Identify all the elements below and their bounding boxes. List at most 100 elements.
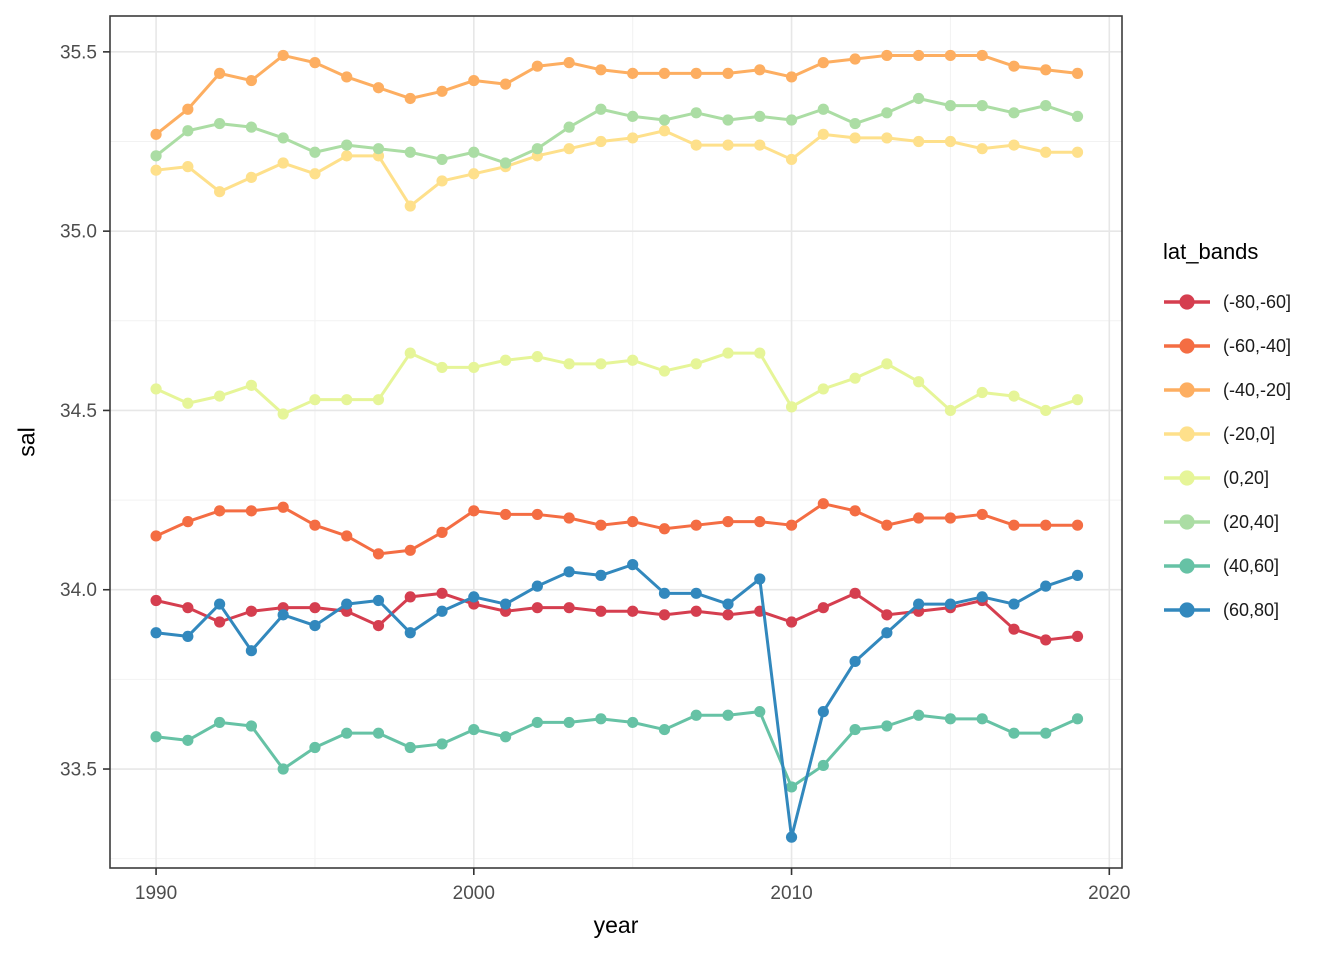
series-(-40,-20] — [150, 49, 1084, 140]
data-point — [499, 157, 512, 169]
data-point — [627, 354, 639, 366]
data-point — [436, 85, 448, 97]
data-point — [658, 523, 671, 535]
data-point — [563, 512, 575, 524]
data-point — [1040, 404, 1052, 417]
data-point — [690, 709, 702, 721]
data-point — [309, 394, 321, 406]
data-point — [1040, 580, 1052, 592]
data-point — [499, 78, 512, 90]
legend-item: (20,40] — [1163, 500, 1291, 544]
data-point — [881, 107, 893, 119]
x-tick-label: 2010 — [770, 883, 812, 904]
data-point — [182, 516, 194, 528]
data-point — [150, 530, 162, 542]
data-point — [1071, 67, 1084, 79]
data-point — [150, 164, 162, 176]
data-point — [372, 727, 385, 739]
data-point — [849, 53, 861, 65]
data-point — [913, 376, 925, 388]
data-point — [785, 153, 798, 166]
data-point — [372, 394, 385, 406]
data-point — [214, 390, 226, 402]
data-point — [245, 505, 257, 517]
y-tick-label: 34.5 — [60, 401, 97, 422]
data-point — [881, 358, 893, 370]
x-axis-title: year — [593, 912, 639, 938]
data-point — [690, 67, 702, 79]
data-point — [913, 92, 925, 105]
y-tick-label: 35.5 — [60, 42, 97, 63]
data-point — [595, 569, 607, 581]
data-point — [182, 602, 194, 614]
data-point — [531, 716, 543, 729]
data-point — [277, 609, 289, 621]
data-point — [754, 706, 766, 718]
data-point — [499, 731, 512, 743]
axis-ticks: 1990 2000 2010 2020 33.5 34.0 34.5 35.0 35.5 — [60, 42, 1130, 904]
data-point — [1071, 110, 1084, 123]
data-point — [277, 763, 289, 775]
legend-item-label: (0,20] — [1223, 467, 1270, 488]
data-point — [436, 526, 448, 538]
legend-key-icon — [1164, 382, 1210, 398]
data-point — [1008, 598, 1020, 610]
data-point — [722, 709, 734, 721]
data-point — [404, 92, 416, 105]
series-(20,40] — [150, 92, 1084, 169]
data-point — [245, 171, 257, 183]
data-point — [627, 559, 639, 571]
data-point — [341, 71, 353, 83]
data-point — [404, 591, 416, 603]
data-point — [214, 117, 226, 130]
data-point — [849, 132, 861, 144]
data-point — [785, 781, 798, 793]
data-point — [976, 386, 988, 399]
data-point — [309, 602, 321, 614]
data-point — [277, 501, 289, 513]
data-point — [722, 598, 734, 610]
data-point — [436, 361, 448, 374]
legend-item: (-60,-40] — [1163, 324, 1291, 368]
data-point — [849, 505, 861, 517]
data-point — [944, 713, 957, 725]
data-point — [214, 67, 226, 79]
legend-item-label: (-60,-40] — [1223, 335, 1292, 356]
series-line — [154, 591, 1080, 642]
legend-item: (-40,-20] — [1163, 368, 1291, 412]
data-point — [627, 67, 639, 79]
data-point — [785, 401, 798, 413]
series-(40,60] — [150, 706, 1084, 793]
data-point — [1071, 519, 1084, 531]
data-point — [658, 125, 671, 137]
legend-item-label: (40,60] — [1223, 555, 1280, 576]
data-point — [309, 146, 321, 158]
data-point — [722, 516, 734, 528]
data-point — [849, 372, 861, 384]
data-point — [722, 347, 734, 359]
data-point — [913, 709, 925, 721]
data-point — [1040, 146, 1052, 158]
data-point — [658, 67, 671, 79]
legend-title: lat_bands — [1163, 239, 1259, 264]
data-point — [881, 627, 893, 639]
data-point — [595, 605, 607, 617]
data-point — [182, 630, 194, 642]
series-(-60,-40] — [150, 498, 1084, 560]
data-point — [658, 114, 671, 126]
legend-items: (-80,-60] (-60,-40] (-40,-20] (-20,0] (0,20]… — [1163, 280, 1291, 632]
data-point — [1008, 623, 1020, 635]
data-point — [563, 358, 575, 370]
data-point — [849, 655, 861, 668]
data-point — [182, 161, 194, 173]
data-point — [817, 602, 829, 614]
legend-item: (0,20] — [1163, 456, 1291, 500]
data-point — [436, 175, 448, 187]
data-point — [563, 121, 575, 133]
data-point — [277, 49, 289, 62]
data-point — [499, 598, 512, 610]
data-point — [690, 587, 702, 599]
data-point — [944, 404, 957, 417]
data-point — [849, 117, 861, 130]
